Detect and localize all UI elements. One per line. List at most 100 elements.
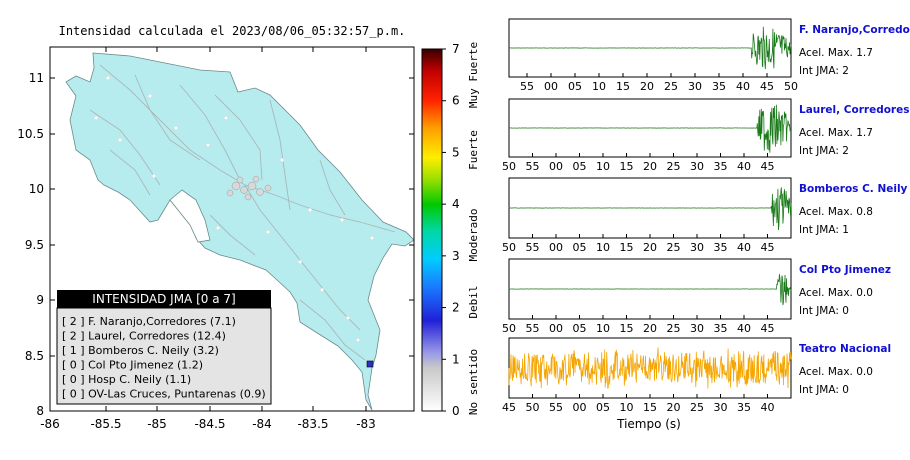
legend-entry: [ 0 ] OV-Las Cruces, Puntarenas (0.9) — [62, 388, 266, 401]
legend-body — [56, 307, 272, 405]
waveform-tick-label: 25 — [667, 160, 681, 173]
waveform-tick-label: 10 — [596, 241, 610, 254]
waveform-tick-label: 05 — [568, 80, 582, 93]
time-axis-label: Tiempo (s) — [616, 417, 681, 431]
station-name: Col Pto Jimenez — [799, 264, 891, 276]
colorbar-gradient — [421, 48, 443, 412]
waveform-trace — [508, 347, 792, 389]
waveform-panel: 50 55 00 05 10 15 20 25 30 35 40 45 Col Pto Jimenez A… — [502, 258, 891, 335]
map-y-tick-label: 8 — [36, 404, 44, 418]
waveform-panel: 50 55 00 05 10 15 20 25 30 35 40 45 Bomberos C. Neil… — [502, 177, 908, 254]
station-name: F. Naranjo,Corredores — [799, 24, 910, 36]
map-x-tick-label: -84.5 — [194, 417, 225, 431]
waveform-trace — [508, 274, 792, 306]
waveform-tick-label: 05 — [573, 241, 587, 254]
waveform-tick-label: 15 — [620, 322, 634, 335]
map-x-tick-label: -84 — [252, 417, 272, 431]
waveform-tick-label: 05 — [573, 160, 587, 173]
map-y-tick-label: 8.5 — [25, 349, 44, 363]
waveform-tick-label: 45 — [761, 160, 775, 173]
waveform-trace — [509, 26, 792, 70]
station-accel: Acel. Max. 1.7 — [799, 127, 873, 139]
colorbar-tick-label: 6 — [452, 94, 460, 108]
waveform-tick-label: 10 — [596, 160, 610, 173]
gulf-of-nicoya — [169, 189, 211, 243]
waveform-tick-label: 00 — [549, 241, 563, 254]
costa-rica-landmass — [65, 52, 415, 411]
waveform-tick-label: 45 — [502, 401, 516, 414]
waveform-tick-label: 30 — [690, 322, 704, 335]
waveform-tick-label: 25 — [664, 80, 678, 93]
waveform-tick-label: 40 — [737, 322, 751, 335]
station-accel: Acel. Max. 1.7 — [799, 47, 873, 59]
map-x-tick-label: -85.5 — [90, 417, 121, 431]
waveform-tick-label: 35 — [737, 401, 751, 414]
colorbar-tick-label: 3 — [452, 249, 460, 263]
waveform-panels: 55 00 05 10 15 20 25 30 35 40 45 50 F. Naranjo,Corre… — [502, 18, 910, 414]
waveform-tick-label: 25 — [667, 322, 681, 335]
waveform-tick-label: 00 — [549, 160, 563, 173]
intensity-legend: INTENSIDAD JMA [0 a 7] [ 2 ] F. Naranjo,… — [56, 290, 272, 405]
station-accel: Acel. Max. 0.0 — [799, 287, 873, 299]
station-jma: Int JMA: 1 — [799, 224, 849, 236]
legend-entry: [ 0 ] Hosp C. Neily (1.1) — [62, 373, 191, 386]
waveform-tick-label: 30 — [688, 80, 702, 93]
waveform-x-axis: 50 55 00 05 10 15 20 25 30 35 40 45 — [502, 153, 775, 173]
map-y-tick-label: 9 — [36, 293, 44, 307]
waveform-tick-label: 30 — [690, 241, 704, 254]
colorbar-tick-label: 0 — [452, 404, 460, 418]
waveform-tick-label: 15 — [620, 160, 634, 173]
waveform-tick-label: 55 — [526, 160, 540, 173]
waveform-tick-label: 55 — [520, 80, 534, 93]
waveform-tick-label: 10 — [620, 401, 634, 414]
map-y-tick-label: 11 — [29, 71, 44, 85]
waveform-x-axis: 45 50 55 00 05 10 15 20 25 30 35 40 — [502, 394, 775, 414]
waveform-tick-label: 20 — [643, 241, 657, 254]
map-x-tick-label: -83.5 — [297, 417, 328, 431]
waveform-tick-label: 50 — [502, 160, 516, 173]
waveform-x-axis: 50 55 00 05 10 15 20 25 30 35 40 45 — [502, 315, 775, 335]
waveform-tick-label: 25 — [667, 241, 681, 254]
colorbar-tick-label: 4 — [452, 197, 460, 211]
waveform-tick-label: 50 — [784, 80, 798, 93]
waveform-tick-label: 40 — [737, 241, 751, 254]
waveform-trace — [508, 187, 792, 231]
waveform-panel: 50 55 00 05 10 15 20 25 30 35 40 45 Laurel, Corredor… — [502, 98, 909, 173]
colorbar-tick-label: 5 — [452, 145, 460, 159]
colorbar-label: Fuerte — [467, 130, 480, 170]
waveform-tick-label: 35 — [714, 241, 728, 254]
map-x-tick-label: -86 — [40, 417, 60, 431]
waveform-tick-label: 55 — [526, 322, 540, 335]
colorbar-label: No sentido — [467, 349, 480, 415]
map-y-axis: 11 10.5 10 9.5 9 8.5 8 — [17, 71, 414, 418]
map-title: Intensidad calculada el 2023/08/06_05:32… — [59, 24, 406, 38]
waveform-x-axis: 55 00 05 10 15 20 25 30 35 40 45 50 — [520, 73, 798, 93]
waveform-tick-label: 55 — [549, 401, 563, 414]
waveform-tick-label: 00 — [573, 401, 587, 414]
station-accel: Acel. Max. 0.8 — [799, 206, 873, 218]
waveform-tick-label: 15 — [616, 80, 630, 93]
waveform-tick-label: 20 — [643, 322, 657, 335]
colorbar-tick-label: 7 — [452, 42, 460, 56]
waveform-tick-label: 10 — [592, 80, 606, 93]
waveform-tick-label: 35 — [714, 322, 728, 335]
waveform-tick-label: 10 — [596, 322, 610, 335]
waveform-tick-label: 45 — [761, 322, 775, 335]
waveform-tick-label: 05 — [573, 322, 587, 335]
waveform-tick-label: 35 — [712, 80, 726, 93]
station-name: Bomberos C. Neily — [799, 183, 908, 195]
urban-area — [226, 175, 272, 201]
colorbar-label: Debil — [467, 285, 480, 318]
waveform-tick-label: 20 — [643, 160, 657, 173]
waveform-tick-label: 40 — [761, 401, 775, 414]
colorbar-tick-label: 1 — [452, 352, 460, 366]
waveform-tick-label: 00 — [549, 322, 563, 335]
waveform-x-axis: 50 55 00 05 10 15 20 25 30 35 40 45 — [502, 234, 775, 254]
waveform-panel: 45 50 55 00 05 10 15 20 25 30 35 40 Teatro Nacional A… — [502, 337, 891, 414]
station-jma: Int JMA: 2 — [799, 145, 849, 157]
legend-title: INTENSIDAD JMA [0 a 7] — [92, 292, 235, 306]
legend-entry: [ 0 ] Col Pto Jimenez (1.2) — [62, 359, 203, 372]
waveform-tick-label: 15 — [643, 401, 657, 414]
station-dots — [93, 75, 375, 343]
